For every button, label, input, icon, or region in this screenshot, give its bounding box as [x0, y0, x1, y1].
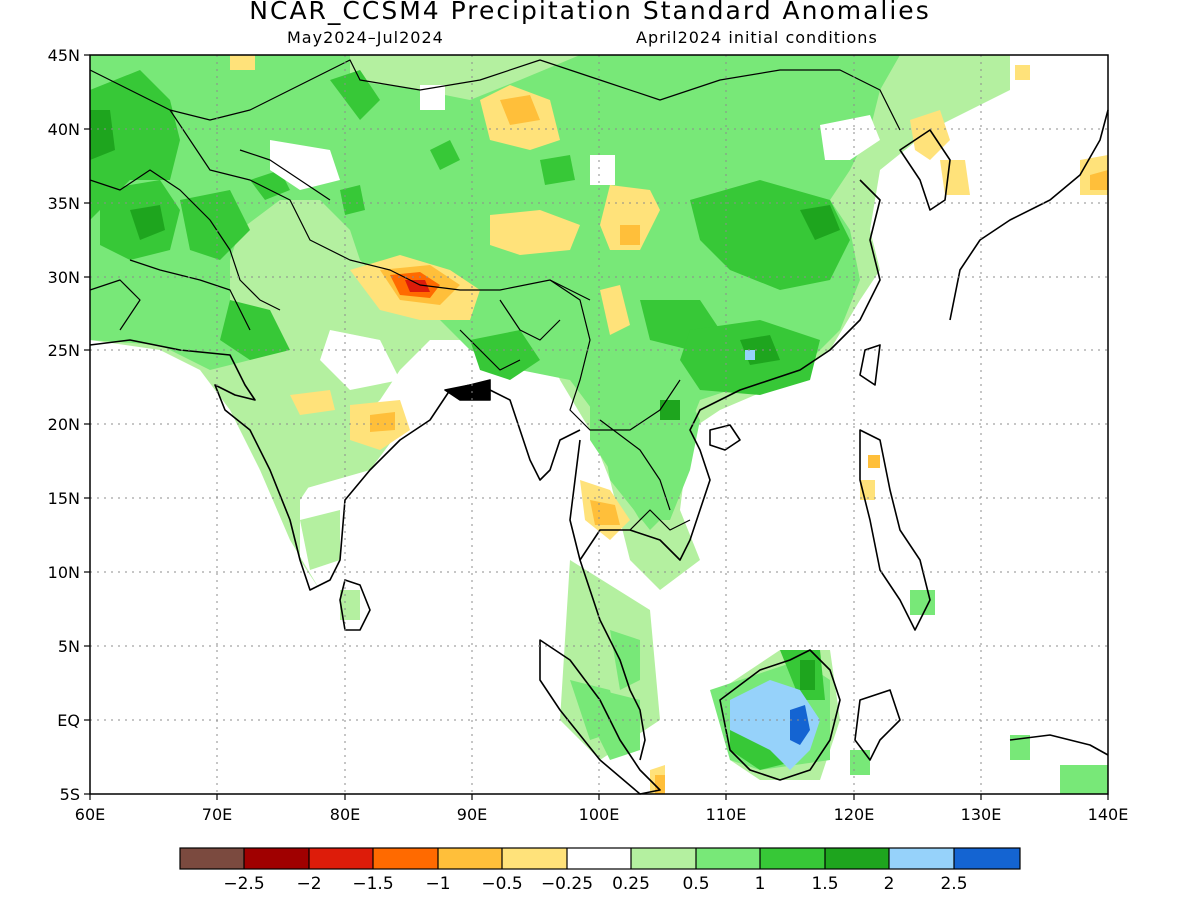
- lat-label: EQ: [57, 711, 80, 730]
- map-title: NCAR_CCSM4 Precipitation Standard Anomal…: [249, 0, 931, 25]
- colorbar-swatch: [760, 848, 825, 869]
- india-coast: [89, 339, 491, 591]
- lon-label: 60E: [75, 805, 105, 824]
- sulawesi: [854, 689, 901, 761]
- korea: [899, 129, 951, 211]
- colorbar-outline: [179, 847, 1021, 870]
- bangladesh: [444, 379, 491, 401]
- forecast-period: May2024–Jul2024: [287, 28, 444, 47]
- colorbar-label: −2: [296, 874, 321, 894]
- anomaly-white: [270, 85, 880, 390]
- colorbar-label: 2: [884, 874, 895, 894]
- lon-label: 140E: [1088, 805, 1129, 824]
- colorbar-label: 1.5: [811, 874, 838, 894]
- colorbar: −2.5 −2 −1.5 −1 −0.5 −0.25 0.25 0.5 1 1.…: [179, 847, 1021, 894]
- colorbar-swatch: [825, 848, 889, 869]
- lat-label: 10N: [48, 563, 80, 582]
- colorbar-swatch: [889, 848, 954, 869]
- lat-labels: 45N 40N 35N 30N 25N 20N 15N 10N 5N EQ 5S: [48, 46, 80, 804]
- colorbar-swatch: [954, 848, 1020, 869]
- new-guinea: [1009, 734, 1109, 756]
- initial-conditions: April2024 initial conditions: [636, 28, 878, 47]
- lon-label: 120E: [834, 805, 875, 824]
- anomaly-blue: [730, 350, 820, 770]
- gulf-thailand: [579, 179, 881, 561]
- colorbar-label: 1: [755, 874, 766, 894]
- colorbar-swatch: [373, 848, 438, 869]
- lat-label: 25N: [48, 341, 80, 360]
- lat-label: 45N: [48, 46, 80, 65]
- taiwan: [859, 344, 881, 386]
- hainan: [709, 424, 741, 451]
- colorbar-label: −1: [425, 874, 450, 894]
- lat-label: 15N: [48, 489, 80, 508]
- lat-label: 40N: [48, 120, 80, 139]
- anomaly-red: [390, 272, 440, 298]
- colorbar-label: −1.5: [352, 874, 393, 894]
- lon-label: 80E: [330, 805, 360, 824]
- lon-label: 90E: [457, 805, 487, 824]
- lat-label: 35N: [48, 194, 80, 213]
- japan: [949, 109, 1109, 321]
- colorbar-label: −2.5: [223, 874, 264, 894]
- gridlines: [90, 55, 1108, 794]
- colorbar-label: 2.5: [940, 874, 967, 894]
- colorbar-swatch: [309, 848, 373, 869]
- lat-ticks: [84, 54, 90, 795]
- lat-label: 5S: [60, 785, 80, 804]
- colorbar-swatch: [438, 848, 502, 869]
- colorbar-label: 0.5: [682, 874, 709, 894]
- lon-label: 130E: [961, 805, 1002, 824]
- colorbar-swatch: [631, 848, 696, 869]
- colorbar-label: −0.5: [481, 874, 522, 894]
- colorbar-label: 0.25: [612, 874, 650, 894]
- lat-label: 5N: [58, 637, 80, 656]
- lon-ticks: [89, 794, 1109, 800]
- lon-labels: 60E 70E 80E 90E 100E 110E 120E 130E 140E: [75, 805, 1129, 824]
- colorbar-swatch: [244, 848, 309, 869]
- sri-lanka: [339, 579, 371, 631]
- anomaly-fields: [90, 55, 1108, 794]
- malay-peninsula: [569, 439, 646, 761]
- lat-label: 30N: [48, 268, 80, 287]
- colorbar-swatch: [502, 848, 567, 869]
- political-borders: [89, 59, 901, 531]
- coastlines: [89, 109, 1109, 795]
- lat-label: 20N: [48, 415, 80, 434]
- colorbar-swatch: [696, 848, 760, 869]
- colorbar-labels: −2.5 −2 −1.5 −1 −0.5 −0.25 0.25 0.5 1 1.…: [223, 874, 967, 894]
- borneo: [719, 649, 841, 781]
- philippines: [859, 429, 931, 631]
- lon-label: 70E: [202, 805, 232, 824]
- sumatra: [539, 639, 661, 795]
- lon-label: 100E: [579, 805, 620, 824]
- lon-label: 110E: [706, 805, 747, 824]
- colorbar-swatch: [180, 848, 244, 869]
- colorbar-swatch: [567, 848, 631, 869]
- bay-bengal-east: [489, 389, 581, 481]
- colorbar-label: −0.25: [541, 874, 593, 894]
